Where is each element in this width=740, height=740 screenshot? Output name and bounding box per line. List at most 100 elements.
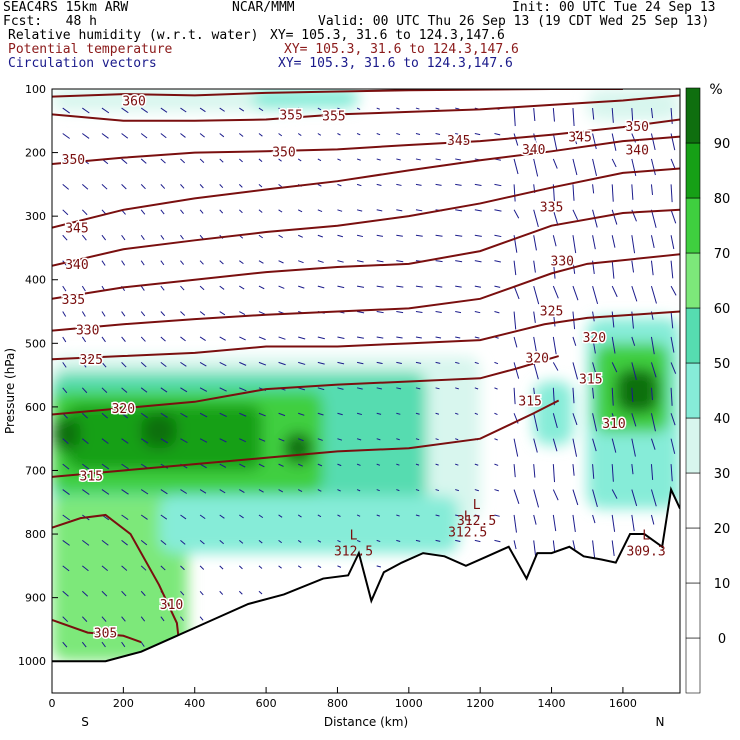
- vector-arrow: [552, 108, 555, 122]
- terrain: [52, 486, 680, 693]
- vector-arrow: [81, 616, 88, 622]
- vector-arrow: [435, 183, 442, 186]
- vector-arrow: [494, 387, 498, 390]
- vector-arrow: [258, 311, 266, 315]
- rh-region: [141, 413, 177, 449]
- vector-arrow: [415, 107, 420, 110]
- field-theta-name: Potential temperature: [8, 42, 173, 57]
- vector-arrow: [513, 387, 516, 405]
- vector-arrow: [670, 336, 675, 353]
- vector-arrow: [376, 387, 382, 390]
- vector-arrow: [199, 107, 206, 113]
- vector-arrow: [180, 234, 184, 240]
- vector-arrow: [278, 133, 283, 137]
- model-title: SEAC4RS 15km ARW: [3, 0, 129, 15]
- vector-arrow: [140, 412, 148, 419]
- vector-arrow: [298, 336, 306, 340]
- vector-arrow: [435, 514, 440, 517]
- vector-arrow: [239, 387, 247, 392]
- vector-arrow: [337, 183, 342, 187]
- vector-arrow: [219, 285, 225, 290]
- org-label: NCAR/MMM: [232, 0, 295, 15]
- vector-arrow: [455, 260, 463, 263]
- theta-label: 315: [80, 470, 103, 485]
- vector-arrow: [278, 183, 282, 188]
- vector-arrow: [592, 108, 595, 120]
- vector-arrow: [650, 158, 656, 176]
- vector-arrow: [121, 412, 129, 419]
- vector-arrow: [317, 387, 325, 391]
- vector-arrow: [435, 107, 440, 110]
- vector-arrow: [494, 361, 499, 365]
- vector-arrow: [455, 412, 459, 415]
- vector-arrow: [455, 336, 461, 339]
- vector-arrow: [81, 285, 86, 292]
- vector-arrow: [435, 539, 441, 542]
- vector-arrow: [238, 184, 243, 188]
- vector-arrow: [121, 489, 129, 495]
- vector-arrow: [631, 285, 638, 302]
- vector-arrow: [376, 412, 382, 415]
- vector-arrow: [81, 260, 87, 266]
- vector-arrow: [513, 362, 520, 379]
- vector-arrow: [180, 514, 187, 520]
- vector-arrow: [298, 412, 305, 416]
- y-tick-label: 300: [25, 210, 46, 223]
- vector-arrow: [180, 285, 185, 291]
- vector-arrow: [160, 107, 168, 113]
- vector-arrow: [258, 514, 264, 519]
- vector-arrow: [631, 464, 634, 475]
- vector-arrow: [219, 590, 224, 595]
- terrain-line: [52, 486, 680, 663]
- vector-arrow: [552, 362, 559, 371]
- vector-arrow: [337, 234, 344, 238]
- vector-arrow: [297, 489, 303, 493]
- vector-arrow: [455, 463, 459, 466]
- vector-arrow: [533, 209, 539, 228]
- vector-arrow: [376, 311, 384, 314]
- vector-arrow: [572, 209, 579, 221]
- vector-arrow: [239, 463, 246, 468]
- vector-arrow: [180, 311, 186, 316]
- vector-arrow: [337, 107, 341, 111]
- low-value: 312.5: [457, 514, 496, 529]
- x-tick-label: 800: [327, 697, 348, 710]
- vector-arrow: [121, 641, 126, 648]
- theta-label: 345: [65, 222, 88, 237]
- vector-arrow: [239, 361, 247, 366]
- vector-arrow: [81, 387, 88, 394]
- vector-arrow: [337, 209, 343, 212]
- vector-arrow: [396, 158, 401, 161]
- south-label: S: [81, 715, 89, 729]
- colorbar-tick-label: 20: [714, 522, 731, 537]
- vector-arrow: [513, 464, 516, 478]
- colorbar-bin: [685, 307, 701, 364]
- vector-arrow: [376, 158, 381, 161]
- vector-arrow: [101, 336, 106, 343]
- vector-arrow: [180, 590, 185, 596]
- vector-arrow: [199, 184, 204, 189]
- vector-arrow: [572, 133, 578, 145]
- vector-arrow: [62, 438, 69, 445]
- vector-arrow: [140, 133, 148, 139]
- vector-arrow: [356, 311, 365, 314]
- vector-arrow: [435, 234, 443, 237]
- vector-arrow: [513, 108, 516, 127]
- vector-arrow: [219, 565, 224, 570]
- vector-arrow: [650, 413, 656, 432]
- vector-arrow: [160, 260, 165, 266]
- vector-arrow: [533, 260, 536, 273]
- vector-arrow: [82, 540, 90, 546]
- vector-arrow: [455, 285, 462, 288]
- vector-arrow: [474, 311, 481, 314]
- theta-label: 320: [112, 402, 135, 417]
- vector-arrow: [631, 489, 638, 507]
- vector-arrow: [455, 209, 463, 212]
- north-label: N: [656, 715, 665, 729]
- theta-contour-315: [52, 399, 560, 478]
- vector-arrow: [415, 336, 422, 339]
- vector-arrow: [592, 184, 595, 194]
- vector-arrow: [82, 463, 90, 470]
- vector-arrow: [533, 438, 538, 453]
- vector-arrow: [670, 438, 676, 454]
